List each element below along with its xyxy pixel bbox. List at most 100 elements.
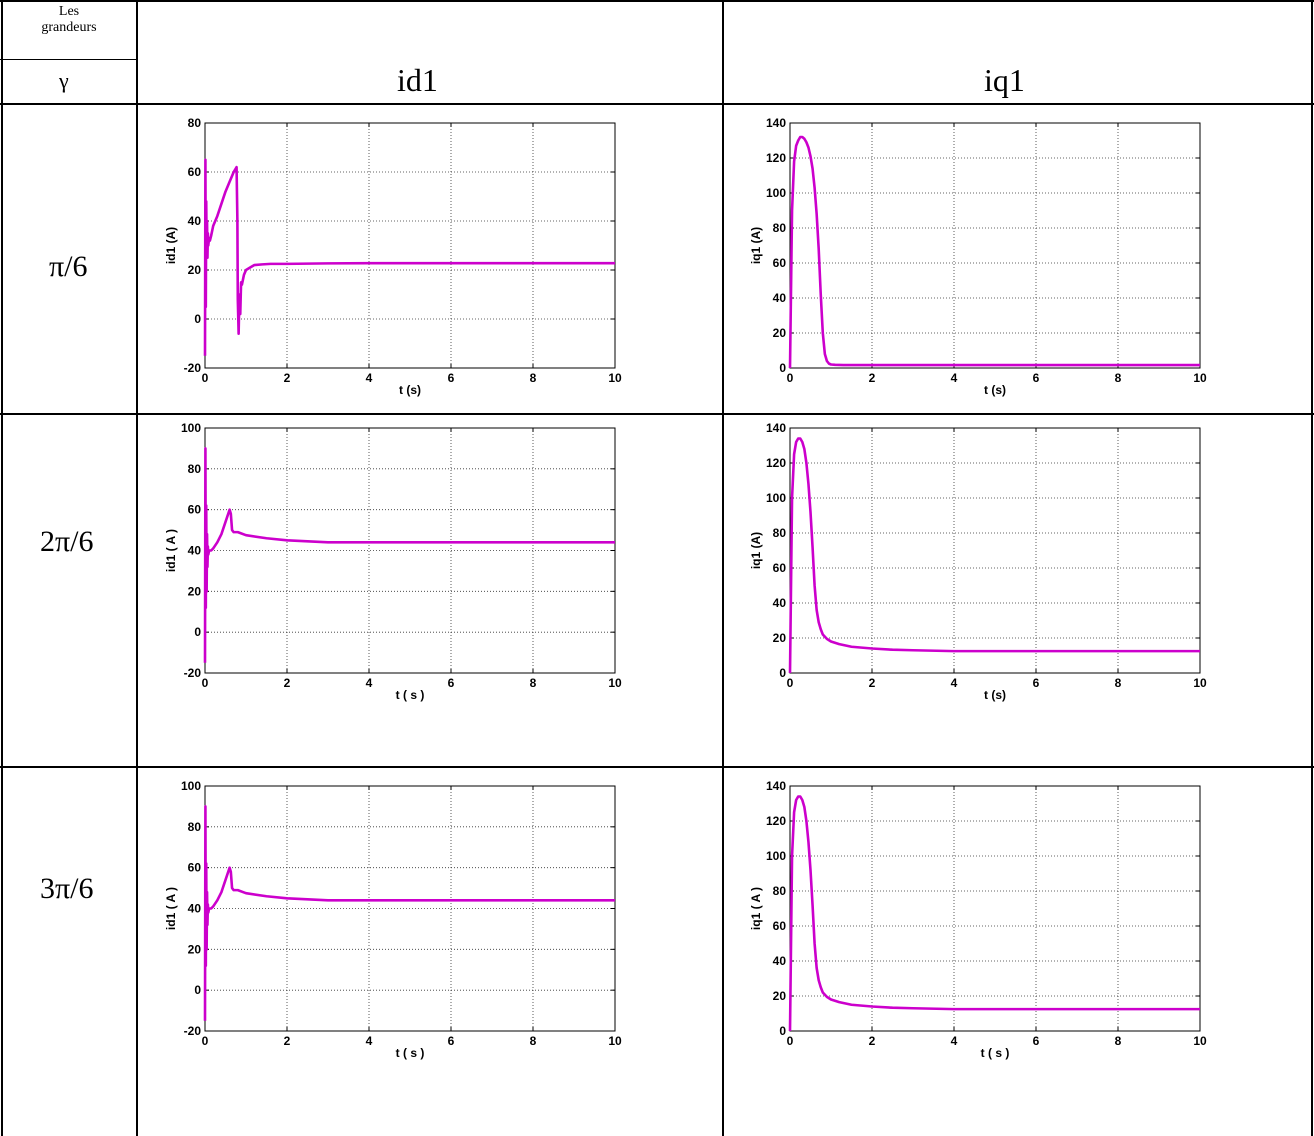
y-tick-label: 80 xyxy=(188,820,202,834)
column-header-id1: id1 xyxy=(397,62,438,98)
plot-frame xyxy=(789,427,1201,674)
header-gamma-label: γ xyxy=(59,68,69,93)
table-border-top xyxy=(0,0,1314,2)
x-tick-label: 0 xyxy=(202,371,209,385)
row2-bottom-line xyxy=(0,766,1314,768)
y-tick-label: 0 xyxy=(779,666,786,680)
y-tick-label: 60 xyxy=(188,861,202,875)
y-tick-label: 140 xyxy=(766,116,786,130)
y-tick-label: 0 xyxy=(194,983,201,997)
header-quantities-label: Les grandeurs xyxy=(41,4,97,35)
x-tick-label: 2 xyxy=(284,676,291,690)
x-tick-label: 8 xyxy=(1115,1034,1122,1048)
table-border-right xyxy=(1311,0,1313,1136)
y-tick-label: -20 xyxy=(184,666,202,680)
x-tick-label: 4 xyxy=(951,676,958,690)
x-tick-label: 2 xyxy=(869,676,876,690)
y-tick-label: 60 xyxy=(188,503,202,517)
x-tick-label: 4 xyxy=(366,676,373,690)
row-label-3pi-6: 3π/6 xyxy=(40,872,94,905)
row-label-pi-6: π/6 xyxy=(49,250,88,283)
y-tick-label: 140 xyxy=(766,779,786,793)
header-bottom-line xyxy=(0,103,1314,105)
x-tick-label: 6 xyxy=(448,371,455,385)
y-tick-label: 40 xyxy=(188,214,202,228)
y-tick-label: 80 xyxy=(773,221,787,235)
x-tick-label: 6 xyxy=(1033,1034,1040,1048)
x-tick-label: 10 xyxy=(1193,676,1207,690)
y-tick-label: 60 xyxy=(773,919,787,933)
y-tick-label: 60 xyxy=(773,561,787,575)
y-tick-label: 40 xyxy=(773,954,787,968)
series-line xyxy=(203,158,615,356)
y-tick-label: 40 xyxy=(773,291,787,305)
y-tick-label: 20 xyxy=(773,989,787,1003)
x-tick-label: 10 xyxy=(1193,371,1207,385)
x-tick-label: 0 xyxy=(787,676,794,690)
y-tick-label: 0 xyxy=(779,1024,786,1038)
table-divider-col1 xyxy=(136,0,138,1136)
x-tick-label: 0 xyxy=(202,676,209,690)
y-tick-label: 60 xyxy=(188,165,202,179)
plot-frame xyxy=(789,785,1201,1032)
y-tick-label: 100 xyxy=(766,849,786,863)
x-tick-label: 4 xyxy=(951,371,958,385)
x-tick-label: 10 xyxy=(608,371,622,385)
row-label-2pi-6: 2π/6 xyxy=(40,525,94,558)
series-line xyxy=(788,795,1200,1032)
x-tick-label: 6 xyxy=(448,1034,455,1048)
y-tick-label: 20 xyxy=(188,584,202,598)
series-line xyxy=(788,437,1200,674)
y-tick-label: 0 xyxy=(194,312,201,326)
y-tick-label: 20 xyxy=(188,942,202,956)
y-tick-label: 100 xyxy=(766,186,786,200)
x-tick-label: 2 xyxy=(284,1034,291,1048)
row1-bottom-line xyxy=(0,413,1314,415)
y-tick-label: 40 xyxy=(773,596,787,610)
y-tick-label: 80 xyxy=(773,884,787,898)
x-axis-label: t ( s ) xyxy=(981,1046,1010,1060)
x-tick-label: 0 xyxy=(202,1034,209,1048)
x-tick-label: 8 xyxy=(1115,676,1122,690)
x-tick-label: 4 xyxy=(366,371,373,385)
y-axis-label: iq1 (A) xyxy=(749,532,763,569)
y-axis-label: iq1 (A) xyxy=(749,227,763,264)
x-tick-label: 8 xyxy=(530,676,537,690)
series-line xyxy=(788,135,1200,369)
y-axis-label: id1 ( A ) xyxy=(164,529,178,572)
y-tick-label: 100 xyxy=(181,421,201,435)
y-axis-label: id1 (A) xyxy=(164,227,178,264)
x-tick-label: 8 xyxy=(1115,371,1122,385)
y-tick-label: 20 xyxy=(773,326,787,340)
y-tick-label: 80 xyxy=(188,116,202,130)
y-tick-label: -20 xyxy=(184,1024,202,1038)
y-tick-label: 100 xyxy=(181,779,201,793)
x-tick-label: 10 xyxy=(1193,1034,1207,1048)
y-tick-label: 140 xyxy=(766,421,786,435)
x-tick-label: 0 xyxy=(787,1034,794,1048)
header-split-line xyxy=(0,59,138,60)
y-axis-label: id1 ( A ) xyxy=(164,887,178,930)
table-divider-col2 xyxy=(722,0,724,1136)
x-axis-label: t (s) xyxy=(399,383,421,397)
table-border-left xyxy=(1,0,3,1136)
y-tick-label: 0 xyxy=(194,625,201,639)
y-tick-label: 20 xyxy=(188,263,202,277)
y-tick-label: 80 xyxy=(773,526,787,540)
x-tick-label: 10 xyxy=(608,1034,622,1048)
x-tick-label: 6 xyxy=(1033,676,1040,690)
x-axis-label: t ( s ) xyxy=(396,1046,425,1060)
series-line xyxy=(203,805,615,1021)
y-tick-label: 40 xyxy=(188,902,202,916)
y-tick-label: -20 xyxy=(184,361,202,375)
x-tick-label: 6 xyxy=(1033,371,1040,385)
x-tick-label: 0 xyxy=(787,371,794,385)
x-tick-label: 2 xyxy=(284,371,291,385)
y-tick-label: 100 xyxy=(766,491,786,505)
y-tick-label: 120 xyxy=(766,151,786,165)
